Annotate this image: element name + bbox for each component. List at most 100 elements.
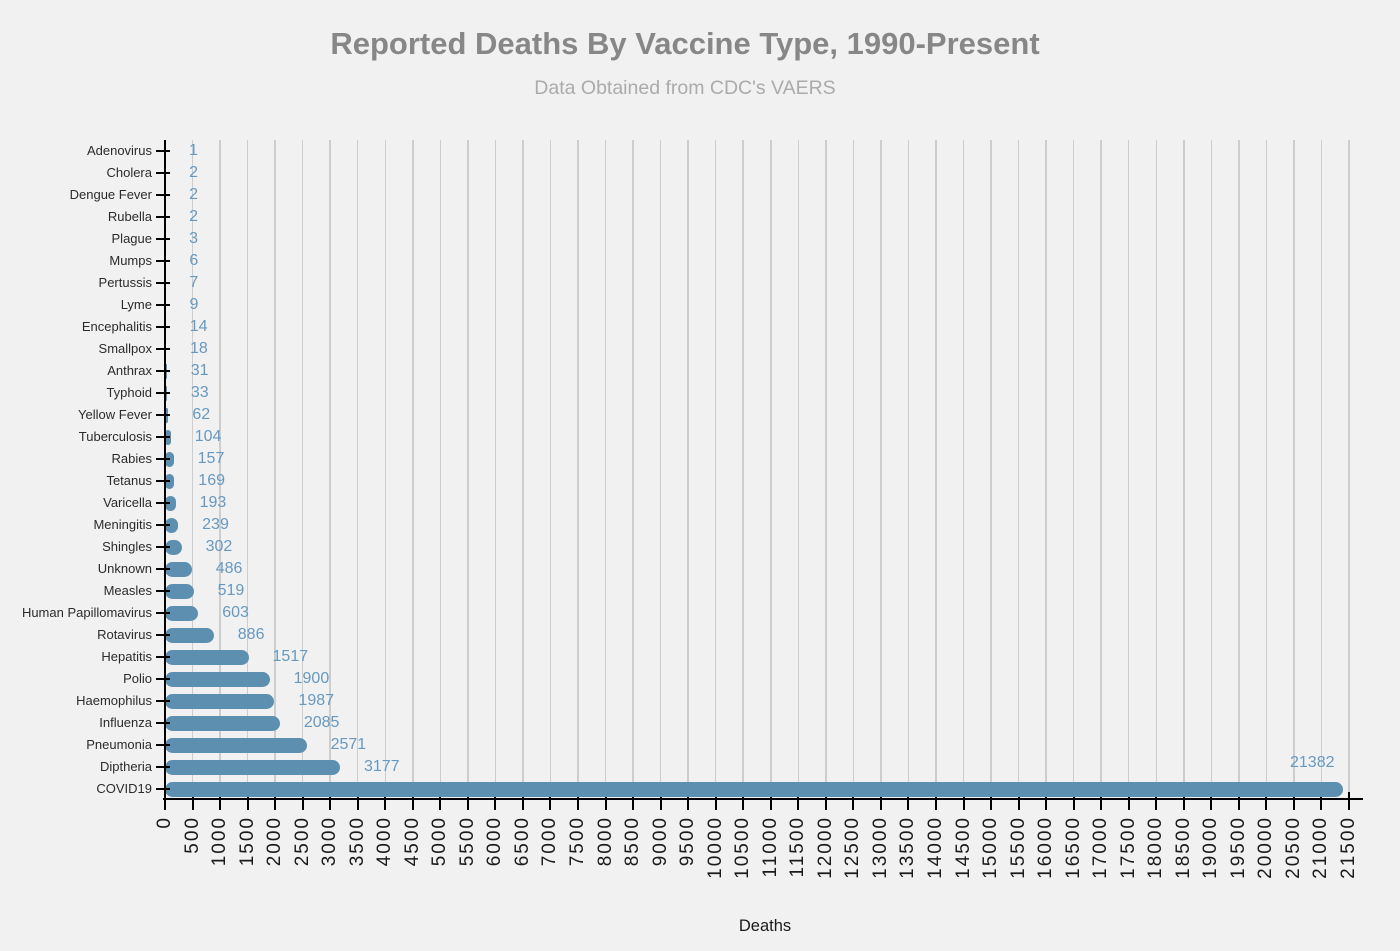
x-tick-mark bbox=[577, 792, 580, 810]
category-label: Rabies bbox=[111, 451, 152, 466]
bar bbox=[165, 605, 199, 621]
category-label: Varicella bbox=[103, 495, 152, 510]
bar-row: 157 bbox=[165, 448, 1365, 470]
y-tick-mark bbox=[156, 766, 170, 768]
x-tick-label: 0 bbox=[154, 816, 175, 829]
x-tick-mark bbox=[604, 792, 607, 810]
x-tick-label: 10000 bbox=[704, 816, 726, 879]
category-label: Dengue Fever bbox=[69, 187, 152, 202]
x-tick-mark bbox=[549, 792, 552, 810]
bar-value-label: 169 bbox=[198, 472, 225, 489]
category-label: Rubella bbox=[107, 209, 152, 224]
y-tick-mark bbox=[156, 502, 170, 504]
y-axis-labels: Adenovirus Cholera Dengue Fever Rubella Plag… bbox=[0, 140, 170, 800]
bar-value-label: 239 bbox=[202, 516, 229, 533]
y-tick-mark bbox=[156, 282, 170, 284]
bar-value-label: 7 bbox=[189, 274, 199, 291]
bar-value-label: 193 bbox=[199, 494, 227, 511]
y-tick-mark bbox=[156, 370, 170, 372]
bar bbox=[165, 517, 179, 533]
x-tick-label: 14000 bbox=[924, 816, 946, 879]
x-tick-mark bbox=[990, 792, 993, 810]
category-label: Hepatitis bbox=[101, 649, 152, 664]
x-tick-label: 15500 bbox=[1007, 816, 1029, 879]
x-axis-title: Deaths bbox=[738, 917, 792, 935]
bar bbox=[165, 495, 176, 511]
gridline bbox=[467, 140, 469, 800]
bar-row: 1987 bbox=[165, 690, 1365, 712]
category-label: Encephalitis bbox=[81, 319, 152, 334]
x-tick-mark bbox=[1155, 792, 1158, 810]
x-tick-mark bbox=[687, 792, 690, 810]
gridline bbox=[1348, 140, 1350, 800]
x-tick-label: 19500 bbox=[1227, 816, 1249, 879]
bar-value-label: 21382 bbox=[1290, 754, 1335, 771]
bar-value-label: 486 bbox=[215, 560, 243, 577]
gridline bbox=[384, 140, 387, 800]
bar-row: 1900 bbox=[165, 668, 1365, 690]
x-tick-label: 18500 bbox=[1172, 816, 1194, 879]
gridline bbox=[522, 140, 524, 800]
bar-value-label: 603 bbox=[222, 604, 249, 621]
bar-row: 603 bbox=[165, 602, 1365, 624]
x-tick-mark bbox=[274, 792, 277, 810]
y-axis-line bbox=[164, 140, 166, 801]
bar-value-label: 31 bbox=[190, 362, 209, 379]
category-label: Influenza bbox=[99, 715, 152, 730]
x-tick-label: 6000 bbox=[484, 816, 506, 867]
x-tick-label: 18000 bbox=[1145, 816, 1167, 879]
x-tick-label: 20500 bbox=[1282, 816, 1304, 879]
x-tick-mark bbox=[962, 792, 965, 810]
category-label: Adenovirus bbox=[86, 143, 152, 158]
gridline bbox=[687, 140, 689, 800]
category-label: Meningitis bbox=[93, 517, 152, 532]
bar-value-label: 2 bbox=[189, 208, 199, 225]
bar-value-label: 886 bbox=[237, 626, 265, 643]
bar-row: 33 bbox=[165, 382, 1365, 404]
gridline bbox=[1017, 140, 1020, 800]
x-axis-tick-labels: 0 500 1000 1500 2000 2500 3000 3500 4000 4500 5000… bbox=[154, 800, 1365, 920]
y-tick-mark bbox=[156, 524, 170, 526]
gridline bbox=[1265, 140, 1268, 800]
x-tick-label: 10500 bbox=[732, 816, 754, 879]
y-tick-mark bbox=[156, 546, 170, 548]
bar-value-label: 3 bbox=[189, 230, 199, 247]
bar-row: 9 bbox=[165, 294, 1365, 316]
x-tick-label: 20000 bbox=[1255, 816, 1277, 879]
bar-row: 2 bbox=[165, 206, 1365, 228]
x-tick-label: 8500 bbox=[622, 816, 644, 867]
x-tick-label: 5000 bbox=[429, 816, 451, 867]
x-tick-mark bbox=[934, 792, 937, 810]
gridline bbox=[962, 140, 965, 800]
bar-row: 2 bbox=[165, 184, 1365, 206]
y-tick-mark bbox=[156, 744, 170, 746]
x-tick-mark bbox=[1292, 792, 1295, 810]
bar-row: 14 bbox=[165, 316, 1365, 338]
bar-row: 169 bbox=[165, 470, 1365, 492]
x-tick-label: 16500 bbox=[1062, 816, 1084, 879]
y-tick-mark bbox=[156, 700, 170, 702]
bar bbox=[165, 715, 280, 731]
x-tick-label: 11000 bbox=[759, 816, 781, 878]
bar-row: 1 bbox=[165, 140, 1365, 162]
x-tick-label: 21000 bbox=[1310, 816, 1332, 879]
gridline bbox=[714, 140, 717, 800]
category-label: Tuberculosis bbox=[78, 429, 152, 444]
bar bbox=[165, 671, 270, 687]
gridline bbox=[1210, 140, 1213, 800]
gridline bbox=[797, 140, 800, 800]
x-tick-label: 15000 bbox=[980, 816, 1002, 879]
x-tick-label: 13500 bbox=[897, 816, 919, 879]
x-tick-mark bbox=[1182, 792, 1185, 810]
bar-row: 886 bbox=[165, 624, 1365, 646]
x-tick-mark bbox=[1237, 792, 1240, 810]
x-tick-mark bbox=[1072, 792, 1075, 810]
x-tick-label: 21500 bbox=[1338, 816, 1359, 879]
x-tick-mark bbox=[329, 792, 332, 810]
x-tick-mark bbox=[164, 792, 166, 810]
bar-value-label: 33 bbox=[190, 384, 209, 401]
gridline bbox=[770, 140, 772, 800]
bar-row: 3177 bbox=[165, 756, 1365, 778]
x-tick-label: 3500 bbox=[346, 816, 368, 867]
